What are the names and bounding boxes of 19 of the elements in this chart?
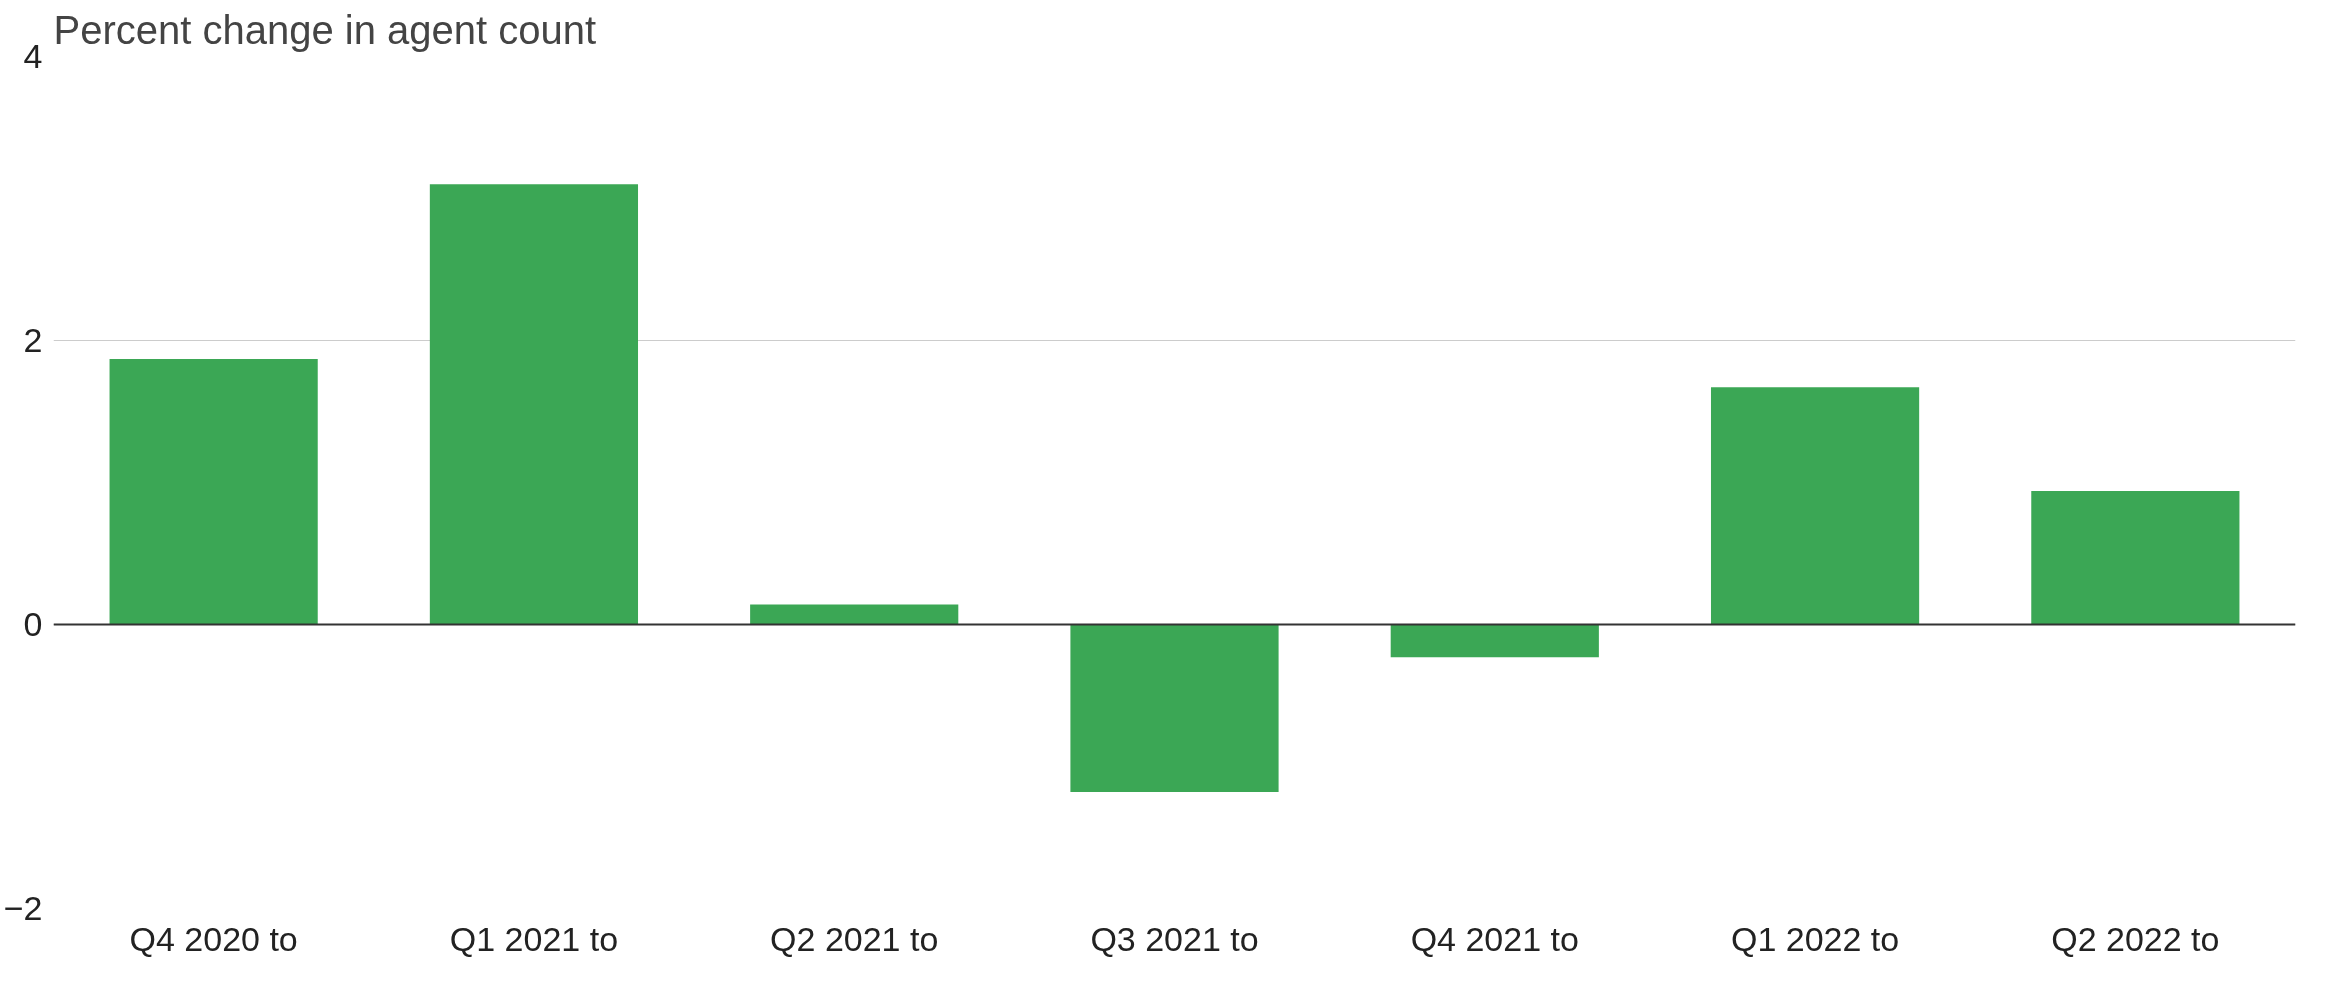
x-tick-label: Q3 2021 to [1090, 919, 1259, 958]
y-tick-label: 0 [23, 605, 43, 643]
bar [1710, 387, 1920, 625]
x-tick-label: Q4 2020 to [129, 919, 298, 958]
x-tick-label: Q4 2021 to [1410, 919, 1579, 958]
bar [1390, 624, 1599, 658]
x-tick-label: Q1 2022 to [1730, 919, 1900, 958]
x-tick-label: Q2 2022 to [2051, 919, 2220, 958]
bar [429, 184, 639, 625]
bar [1070, 624, 1279, 793]
y-tick-label: 2 [23, 321, 43, 359]
bar [109, 358, 318, 625]
y-tick-label: 4 [23, 37, 43, 75]
chart-title: Percent change in agent count [53, 7, 597, 52]
bar [2031, 491, 2240, 625]
x-tick-label: Q2 2021 to [770, 919, 939, 958]
bar [750, 604, 959, 625]
x-tick-label: Q1 2021 to [449, 919, 619, 958]
y-tick-label: −2 [3, 889, 43, 927]
